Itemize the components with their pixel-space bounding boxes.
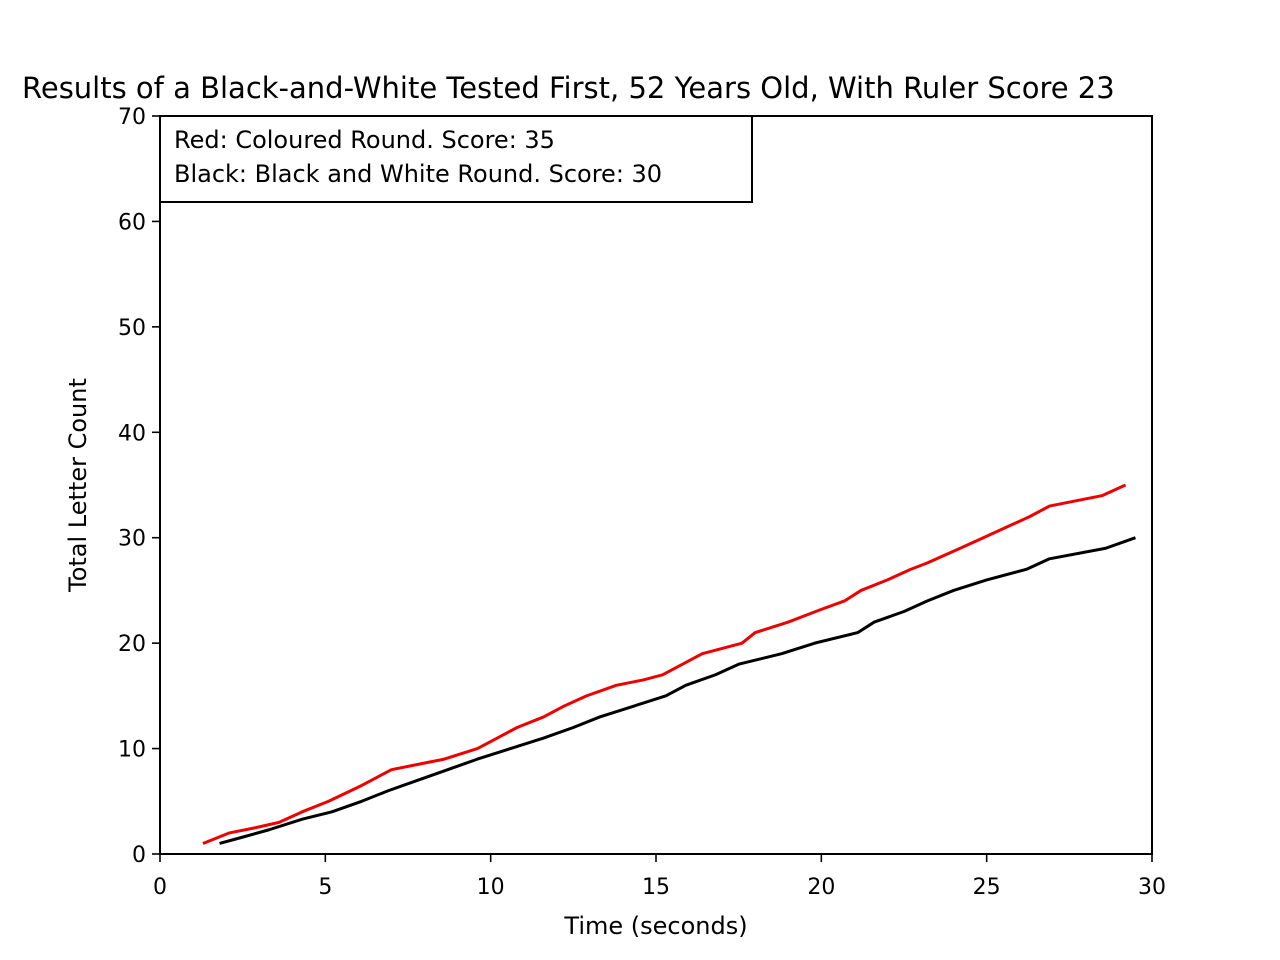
x-tick-label: 5 xyxy=(318,875,332,900)
series-line-red xyxy=(202,483,1127,845)
x-axis-title: Time (seconds) xyxy=(563,912,747,940)
x-tick-label: 25 xyxy=(973,875,1001,900)
y-tick-label: 40 xyxy=(118,421,146,446)
series-line-black xyxy=(219,536,1136,845)
y-axis-title: Total Letter Count xyxy=(64,378,92,593)
legend-entry-black: Black: Black and White Round. Score: 30 xyxy=(174,160,662,188)
y-tick-label: 0 xyxy=(132,843,146,868)
x-tick-label: 10 xyxy=(477,875,505,900)
x-tick-label: 15 xyxy=(642,875,670,900)
chart-title: Results of a Black-and-White Tested Firs… xyxy=(22,71,1115,105)
x-tick-label: 30 xyxy=(1138,875,1166,900)
plot-area: 0 5 10 15 20 25 30 0 10 20 30 40 50 60 70 xyxy=(118,105,1166,900)
y-tick-label: 60 xyxy=(118,210,146,235)
legend-box: Red: Coloured Round. Score: 35 Black: Bl… xyxy=(159,115,753,203)
y-tick-label: 50 xyxy=(118,316,146,341)
x-tick-label: 20 xyxy=(807,875,835,900)
y-tick-label: 10 xyxy=(118,738,146,763)
legend-border xyxy=(159,115,753,203)
x-tick-label: 0 xyxy=(153,875,167,900)
y-tick-label: 70 xyxy=(118,105,146,130)
y-tick-label: 20 xyxy=(118,632,146,657)
legend-entry-red: Red: Coloured Round. Score: 35 xyxy=(174,126,555,154)
y-tick-label: 30 xyxy=(118,527,146,552)
